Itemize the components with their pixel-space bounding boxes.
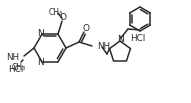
Text: NH: NH (6, 53, 19, 61)
Text: CH₃: CH₃ (49, 8, 63, 17)
Text: HCl: HCl (8, 66, 24, 74)
Text: NH: NH (97, 42, 110, 50)
Text: HCl: HCl (130, 33, 146, 43)
Text: O: O (83, 23, 90, 33)
Text: CH₃: CH₃ (12, 63, 26, 71)
Text: N: N (38, 29, 44, 38)
Text: O: O (60, 13, 66, 22)
Text: N: N (38, 58, 44, 67)
Text: N: N (117, 35, 123, 43)
